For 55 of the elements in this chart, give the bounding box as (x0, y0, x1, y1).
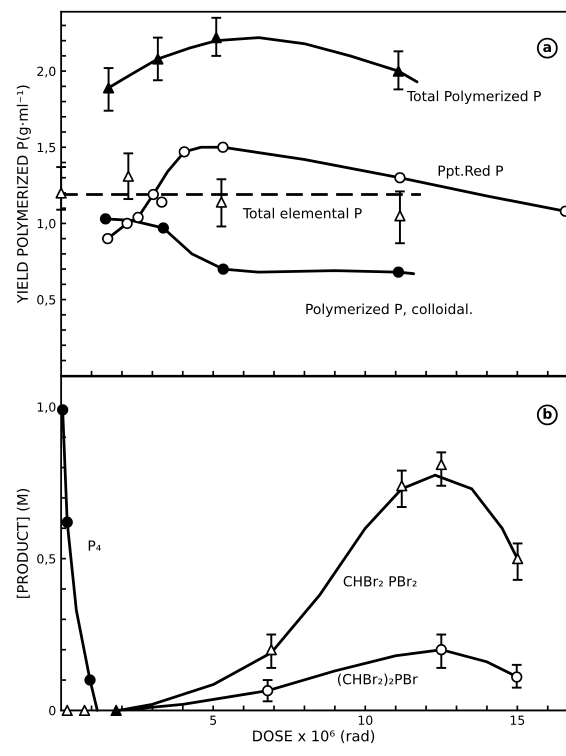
point (218, 263, 229, 275)
annotation: a (543, 44, 551, 52)
series-label: (CHBr₂)₂PBr (338, 674, 418, 686)
x-tick-label: 10 (358, 715, 372, 725)
point (132, 212, 144, 223)
point (216, 196, 228, 208)
point (121, 218, 133, 230)
point (62, 516, 73, 528)
point (110, 704, 122, 716)
y-tick-label: 0,5 (37, 554, 56, 565)
point (394, 210, 406, 222)
y-tick-label: 0 (49, 706, 56, 716)
point (100, 213, 112, 224)
text: Polymerized P, colloidal. (306, 303, 472, 317)
point (262, 685, 274, 696)
point (102, 82, 114, 94)
point (392, 65, 404, 77)
point (396, 480, 408, 492)
point (55, 187, 67, 199)
point (210, 32, 222, 44)
y-tick-label: 1,5 (38, 142, 56, 154)
point (78, 704, 90, 716)
point (156, 196, 168, 208)
series-label: Total Polymerized P (406, 90, 541, 104)
y-tick-label: 2,0 (37, 66, 56, 78)
point (436, 458, 447, 470)
point (436, 644, 447, 656)
x-tick-label: 5 (210, 716, 216, 725)
point (511, 671, 522, 683)
x-tick-label: 15 (510, 716, 524, 725)
y-axis-title: [PRODUCT] (M) (16, 489, 30, 598)
series-label: P₄ (88, 540, 101, 551)
series-label: Total elemental P (242, 208, 362, 219)
point (57, 404, 68, 416)
point (158, 222, 169, 234)
point (217, 142, 229, 153)
y-tick-label: 1,0 (38, 402, 56, 414)
point (394, 172, 406, 184)
point (102, 233, 114, 244)
point (266, 644, 277, 656)
point (122, 170, 134, 182)
y-tick-label: 1,0 (38, 218, 56, 230)
point (148, 188, 159, 200)
point (84, 674, 96, 686)
point (178, 146, 190, 158)
y-axis-title: YIELD POLYMERIZED P(g·ml⁻¹) (16, 86, 31, 304)
point (512, 552, 524, 564)
point (152, 53, 164, 65)
point (62, 704, 73, 716)
y-tick-label: 0,5 (37, 295, 56, 306)
x-axis-title: DOSE x 10⁶ (rad) (253, 730, 374, 744)
annotation: b (544, 408, 552, 419)
series-label: Ppt.Red P (438, 165, 504, 179)
point (392, 266, 404, 278)
series-label: CHBr₂ PBr₂ (344, 576, 417, 587)
